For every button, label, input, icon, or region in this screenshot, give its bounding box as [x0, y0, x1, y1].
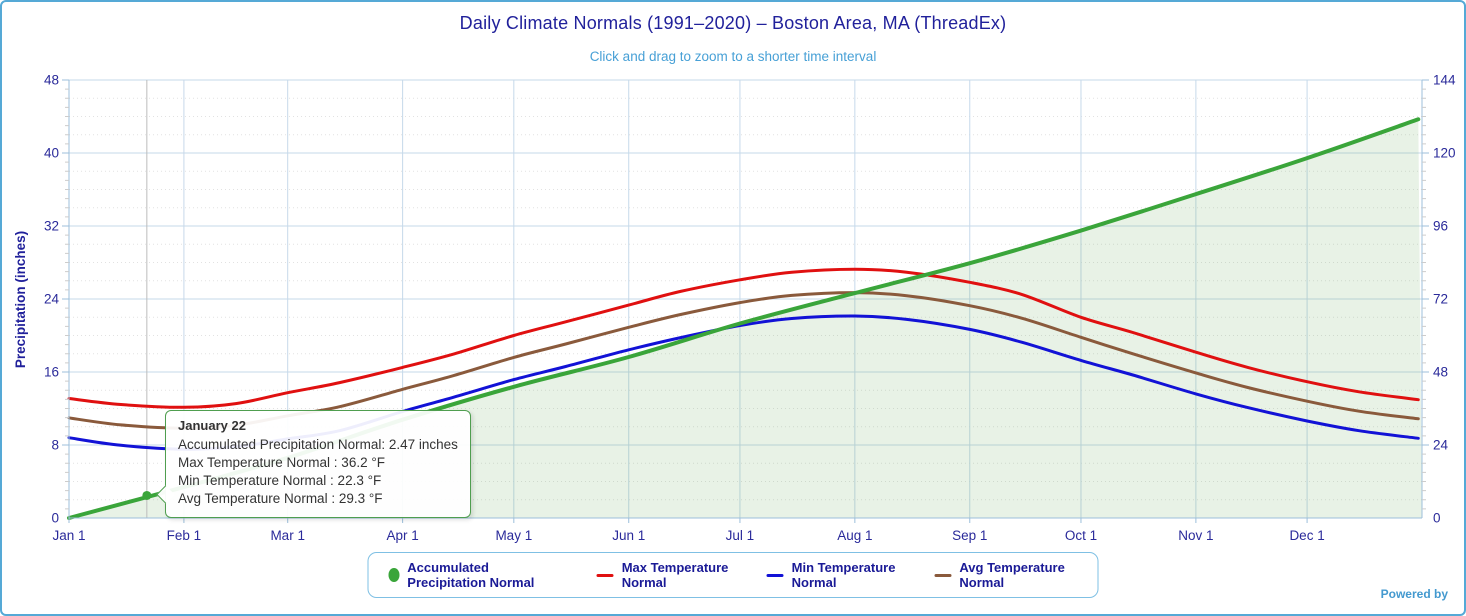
x-axis-label: Oct 1: [1065, 528, 1097, 543]
x-axis-label: Sep 1: [952, 528, 987, 543]
right-axis-tick-label: 120: [1433, 146, 1456, 161]
precipitation-dot-icon: [388, 568, 400, 582]
highlighted-point-marker: [142, 490, 152, 500]
max-temp-line-icon: [596, 573, 614, 577]
x-axis-label: May 1: [495, 528, 532, 543]
right-axis-tick-label: 0: [1433, 511, 1441, 526]
right-axis-tick-label: 144: [1433, 73, 1456, 88]
chart-tooltip: January 22 Accumulated Precipitation Nor…: [165, 410, 471, 518]
x-axis-label: Nov 1: [1178, 528, 1213, 543]
left-axis-tick-label: 40: [44, 146, 59, 161]
x-axis-label: Jul 1: [726, 528, 755, 543]
x-axis-label: Mar 1: [270, 528, 305, 543]
tooltip-date: January 22: [178, 418, 246, 433]
x-axis-label: Dec 1: [1289, 528, 1324, 543]
right-axis-tick-label: 24: [1433, 438, 1449, 453]
legend-item-avg-temperature[interactable]: Avg Temperature Normal: [934, 560, 1077, 590]
tooltip-avg-temp-line: Avg Temperature Normal : 29.3 °F: [178, 491, 383, 506]
chart-title: Daily Climate Normals (1991–2020) – Bost…: [459, 13, 1007, 33]
right-axis-tick-label: 96: [1433, 219, 1448, 234]
x-axis-label: Apr 1: [386, 528, 418, 543]
tooltip-precip-line: Accumulated Precipitation Normal: 2.47 i…: [178, 437, 458, 452]
legend-item-accumulated-precipitation[interactable]: Accumulated Precipitation Normal: [388, 560, 571, 590]
avg-temp-line-icon: [934, 573, 952, 577]
x-axis-label: Aug 1: [837, 528, 872, 543]
legend-item-min-temperature[interactable]: Min Temperature Normal: [766, 560, 909, 590]
y-axis-title: Precipitation (inches): [8, 80, 34, 518]
legend-label: Min Temperature Normal: [791, 560, 896, 590]
left-axis-tick-label: 16: [44, 365, 59, 380]
left-axis-tick-label: 8: [51, 438, 59, 453]
tooltip-max-temp-line: Max Temperature Normal : 36.2 °F: [178, 455, 385, 470]
tooltip-min-temp-line: Min Temperature Normal : 22.3 °F: [178, 473, 382, 488]
chart-subtitle: Click and drag to zoom to a shorter time…: [589, 49, 877, 64]
min-temp-line-icon: [766, 573, 784, 577]
legend-label: Accumulated Precipitation Normal: [407, 560, 535, 590]
left-axis-tick-label: 48: [44, 73, 59, 88]
legend-item-max-temperature[interactable]: Max Temperature Normal: [596, 560, 741, 590]
right-axis-tick-label: 48: [1433, 365, 1448, 380]
left-axis-tick-label: 24: [44, 292, 60, 307]
x-axis-label: Feb 1: [167, 528, 202, 543]
y-axis-title-label: Precipitation (inches): [13, 230, 29, 368]
powered-by-label: Powered by: [1380, 587, 1448, 601]
x-axis-label: Jun 1: [612, 528, 645, 543]
left-axis-tick-label: 32: [44, 219, 59, 234]
chart-legend: Accumulated Precipitation Normal Max Tem…: [367, 552, 1099, 598]
legend-label: Max Temperature Normal: [621, 560, 729, 590]
series-line-max-temperature-normal: [67, 267, 1420, 409]
left-axis-tick-label: 0: [51, 511, 59, 526]
right-axis-tick-label: 72: [1433, 292, 1448, 307]
x-axis-label: Jan 1: [52, 528, 85, 543]
legend-label: Avg Temperature Normal: [959, 560, 1065, 590]
